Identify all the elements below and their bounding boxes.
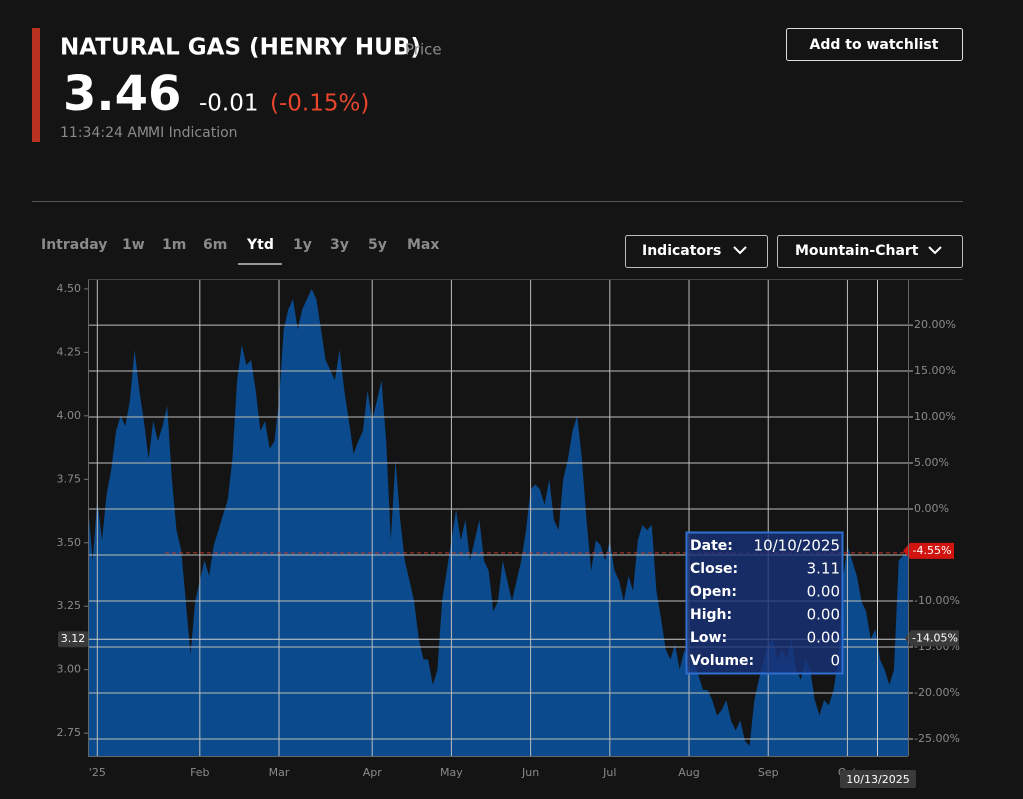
tab[interactable]: Max [407,237,439,253]
chart-type-dropdown[interactable] [777,235,963,268]
tab[interactable]: Ytd [246,237,274,253]
crosshair-price: 3.12 [61,632,86,645]
tooltip-label: Close: [690,561,738,577]
tooltip-value: 0.00 [807,629,840,647]
tab[interactable]: Intraday [41,237,107,253]
y-tick-label: 3.25 [57,599,82,612]
x-tick-label: May [440,766,463,779]
x-tick-label: Apr [363,766,383,779]
tab-underline [238,263,282,265]
y2-tick-label: 5.00% [914,456,949,469]
y-tick-label: 4.50 [57,282,82,295]
tab[interactable]: 5y [368,237,387,253]
y-tick-label: 2.75 [57,726,82,739]
tabs: Intraday 1w 1m 6m Ytd 1y 3y 5y Max [41,237,439,265]
x-tick-label: Jun [521,766,539,779]
chevron [733,246,747,255]
tooltip-label: Open: [690,584,737,600]
chevron [928,246,942,255]
last-change-label: -4.55% [913,544,952,557]
last-change-badge [903,542,954,559]
y2-tick-label: -20.00% [914,686,960,699]
title: NATURAL GAS (HENRY HUB) [60,35,421,61]
y2-tick-label: 20.00% [914,318,956,331]
x-tick-label: Aug [678,766,699,779]
indicators-dropdown[interactable] [625,235,768,268]
crosshair-change: -14.05% [912,631,958,644]
tooltip-label: High: [690,607,732,623]
tab[interactable]: 3y [330,237,349,253]
tab[interactable]: 1w [122,237,145,253]
tooltip-value: 10/10/2025 [754,537,840,555]
crosshair-price-box [58,631,88,648]
y2-tick-label: -25.00% [914,732,960,745]
change-pct: (-0.15%) [270,91,369,117]
crosshair-date: 10/13/2025 [846,773,909,786]
y-tick-label: 3.00 [57,663,82,676]
y2-tick-label: 15.00% [914,364,956,377]
tooltip-label: Date: [690,538,733,554]
y-tick-label: 3.50 [57,536,82,549]
y-tick-label: 4.00 [57,409,82,422]
tab[interactable]: 1y [293,237,312,253]
change: -0.01 [199,91,259,117]
indicators-label[interactable]: Indicators [642,243,721,259]
price: 3.46 [63,66,181,122]
tab[interactable]: 1m [162,237,186,253]
tooltip-value: 0.00 [807,583,840,601]
tooltip [685,531,844,675]
watchlist-button-label[interactable]: Add to watchlist [810,37,939,53]
y-tick-label: 3.75 [57,472,82,485]
accent-bar [32,28,40,142]
tooltip-value: 0.00 [807,606,840,624]
y-tick-label: 4.25 [57,345,82,358]
subtitle: Price [405,41,442,59]
tooltip-value: 3.11 [807,560,840,578]
x-tick-label: Mar [269,766,290,779]
x-tick-label: Jul [602,766,616,779]
x-tick-label: Feb [190,766,209,779]
crosshair-change-box [905,630,959,647]
chart-type-label[interactable]: Mountain-Chart [795,243,919,259]
plot: -25.00%-20.00%-15.00%-10.00%-5.00%0.00%5… [57,280,960,779]
y2-tick-label: 0.00% [914,502,949,515]
x-tick-label: Sep [758,766,779,779]
source: MI Indication [148,125,238,141]
tooltip-label: Low: [690,630,727,646]
y2-tick-label: -10.00% [914,594,960,607]
tooltip-rows: Date: 10/10/2025 Close: 3.11 Open: 0.00 High: 0… [690,537,840,670]
time: 11:34:24 AM [60,125,149,141]
watchlist-button[interactable] [786,28,963,61]
tooltip-value: 0 [830,652,840,670]
x-tick-label: '25 [89,766,106,779]
tab[interactable]: 6m [203,237,227,253]
crosshair-date-box [840,770,916,788]
tooltip-label: Volume: [690,653,754,669]
y2-tick-label: 10.00% [914,410,956,423]
